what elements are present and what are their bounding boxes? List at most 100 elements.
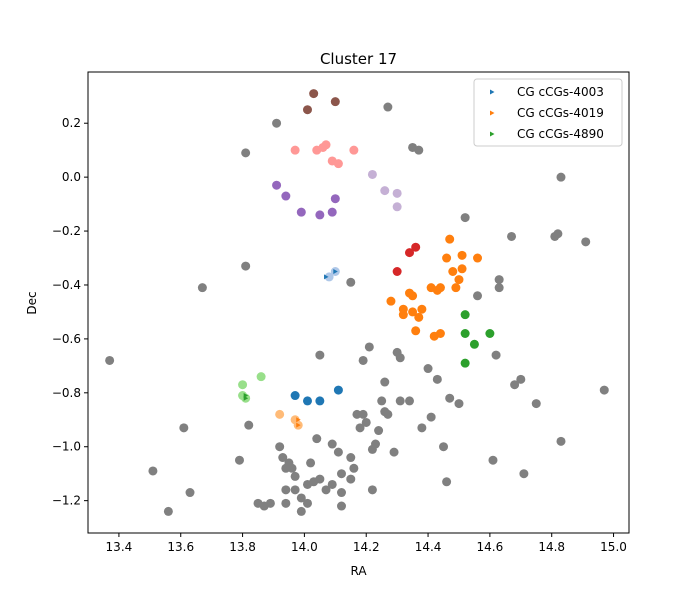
y-tick-label: −0.8 [52,386,81,400]
cluster-point-1 [454,275,464,285]
chart-title: Cluster 17 [320,50,397,68]
legend-label-0: CG cCGs-4003 [517,85,604,99]
background-point [296,506,306,516]
background-point [163,506,173,516]
background-point [426,412,436,422]
cluster-point-6 [290,145,300,155]
background-point [531,399,541,409]
background-point [581,237,591,247]
background-point [315,350,325,360]
cluster-point-1 [414,312,424,322]
cluster-point-1 [457,264,467,274]
background-point [349,463,359,473]
cluster-point-8 [324,272,334,282]
x-tick-label: 15.0 [600,540,627,554]
background-point [346,453,356,463]
cluster-point-3 [411,242,421,252]
cluster-point-4 [281,191,291,201]
background-point [234,455,244,465]
series-marker-2 [243,395,249,401]
background-point [241,261,251,271]
x-tick-label: 13.8 [229,540,256,554]
background-point [290,471,300,481]
background-point [460,213,470,223]
background-point [516,374,526,384]
x-tick-label: 14.6 [477,540,504,554]
background-point [380,377,390,387]
background-point [336,469,346,479]
x-tick-label: 13.4 [106,540,133,554]
cluster-point-0 [290,391,300,401]
background-point [315,474,325,484]
background-point [336,488,346,498]
background-point [287,463,297,473]
cluster-point-1 [445,234,455,244]
cluster-point-4 [327,207,337,217]
background-point [454,399,464,409]
series-marker-1 [296,422,301,428]
cluster-point-2 [460,358,470,368]
legend-marker-0 [490,89,495,95]
y-tick-label: −0.6 [52,332,81,346]
cluster-point-1 [442,253,452,263]
cluster-point-6 [349,145,359,155]
cluster-point-1 [435,329,445,339]
cluster-point-0 [315,396,325,406]
background-point [367,485,377,495]
y-tick-label: −0.2 [52,224,81,238]
cluster-point-1 [451,283,461,293]
background-point [377,396,387,406]
background-point [275,442,285,452]
legend-marker-1 [490,110,495,116]
x-tick-label: 14.0 [291,540,318,554]
background-point [302,498,312,508]
cluster-point-2 [460,310,470,320]
legend: CG cCGs-4003 CG cCGs-4019 CG cCGs-4890 [473,78,623,147]
cluster-point-1 [448,266,458,276]
x-tick-label: 14.8 [538,540,565,554]
background-point [507,231,517,241]
cluster-point-1 [386,296,396,306]
x-axis: 13.4 13.6 13.8 14.0 14.2 14.4 14.6 14.8 15.0 [106,533,627,554]
cluster-point-6 [333,159,343,169]
background-point [358,409,368,419]
background-point [439,442,449,452]
cluster-point-4 [272,180,282,190]
cluster-point-1 [408,291,418,301]
y-tick-label: 0.0 [62,170,81,184]
cluster-point-1 [408,307,418,317]
cluster-point-5 [330,97,340,107]
cluster-point-2 [485,329,495,339]
y-tick-label: −0.4 [52,278,81,292]
legend-label-1: CG cCGs-4019 [517,106,604,120]
background-point [556,172,566,182]
background-point [312,434,322,444]
cluster-point-1 [411,326,421,336]
background-point [556,436,566,446]
background-point [179,423,189,433]
background-point [148,466,158,476]
background-point [553,229,563,239]
background-point [333,447,343,457]
background-point [423,364,433,374]
background-point [361,417,371,427]
cluster-point-9 [238,380,248,390]
cluster-point-1 [457,250,467,260]
x-axis-label: RA [350,564,367,578]
background-point [321,485,331,495]
x-tick-label: 14.4 [415,540,442,554]
background-point [346,277,356,287]
background-point [395,353,405,363]
plot-frame [87,71,630,534]
background-point [364,342,374,352]
cluster-point-1 [435,283,445,293]
background-point [519,469,529,479]
points-layer [105,89,609,516]
background-point [336,501,346,511]
background-point [383,409,393,419]
background-point [473,291,483,301]
cluster-point-1 [398,310,408,320]
y-axis: −1.2 −1.0 −0.8 −0.6 −0.4 −0.2 0.0 0.2 [52,116,88,508]
cluster-point-7 [392,188,402,198]
